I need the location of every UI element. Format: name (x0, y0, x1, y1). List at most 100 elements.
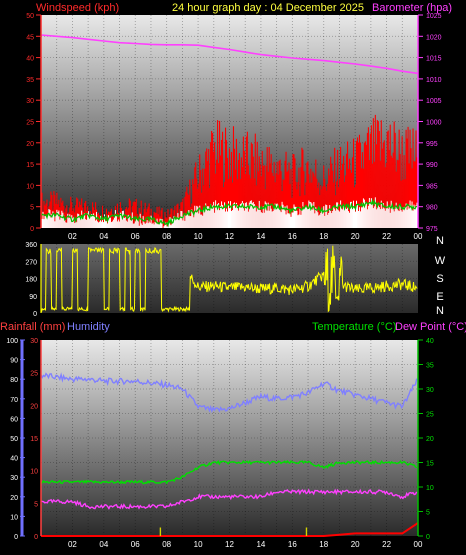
windspeed-tick-label: 15 (26, 162, 34, 169)
barometer-tick-label: 1000 (426, 120, 442, 127)
humidity-tick-label: 70 (10, 397, 18, 404)
humidity-tick-label: 0 (14, 534, 18, 541)
rainfall-tick-label: 20 (30, 403, 38, 410)
barometer-tick-label: 990 (426, 162, 438, 169)
x-tick-label: 14 (256, 232, 265, 241)
x-tick-label: 18 (319, 232, 328, 241)
barometer-tick-label: 1025 (426, 13, 442, 20)
barometer-tick-label: 1015 (426, 56, 442, 63)
windspeed-tick-label: 0 (30, 226, 34, 233)
compass-label: N (436, 235, 444, 247)
rainfall-line (41, 522, 419, 537)
temperature-tick-label: 40 (426, 338, 434, 345)
x-tick-label: 02 (68, 540, 77, 549)
temperature-tick-label: 20 (426, 436, 434, 443)
direction-tick-label: 270 (25, 259, 37, 266)
temperature-axis-title: Temperature (°C) (312, 321, 396, 333)
x-tick-label: 16 (288, 232, 297, 241)
x-tick-label: 10 (194, 232, 203, 241)
rainfall-tick-label: 30 (30, 338, 38, 345)
windspeed-average-line (40, 198, 418, 228)
dewpoint-line (40, 488, 418, 510)
barometer-tick-label: 975 (426, 226, 438, 233)
x-tick-label: 12 (225, 232, 234, 241)
humidity-line (40, 372, 418, 414)
windspeed-tick-label: 20 (26, 141, 34, 148)
x-tick-label: 00 (414, 540, 423, 549)
x-tick-label: 20 (351, 232, 360, 241)
humidity-tick-label: 40 (10, 456, 18, 463)
windspeed-tick-label: 5 (30, 205, 34, 212)
windspeed-tick-label: 10 (26, 183, 34, 190)
temperature-tick-label: 15 (426, 461, 434, 468)
humidity-tick-label: 10 (10, 514, 18, 521)
x-tick-label: 00 (414, 232, 423, 241)
rainfall-tick-label: 15 (30, 436, 38, 443)
humidity-tick-label: 20 (10, 495, 18, 502)
temperature-tick-label: 25 (426, 412, 434, 419)
barometer-tick-label: 1005 (426, 98, 442, 105)
x-tick-label: 02 (68, 232, 77, 241)
direction-tick-label: 180 (25, 277, 37, 284)
barometer-line (40, 34, 419, 75)
humidity-tick-label: 60 (10, 416, 18, 423)
compass-label: W (435, 255, 446, 267)
x-tick-label: 08 (162, 540, 171, 549)
barometer-tick-label: 995 (426, 141, 438, 148)
x-tick-label: 16 (288, 540, 297, 549)
humidity-tick-label: 80 (10, 377, 18, 384)
compass-label: N (436, 305, 444, 317)
windspeed-tick-label: 50 (26, 13, 34, 20)
x-tick-label: 06 (131, 540, 140, 549)
temperature-tick-label: 30 (426, 387, 434, 394)
windspeed-tick-label: 25 (26, 120, 34, 127)
rainfall-tick-label: 25 (30, 371, 38, 378)
barometer-tick-label: 985 (426, 183, 438, 190)
rainfall-axis-title: Rainfall (mm) (0, 321, 65, 333)
temperature-tick-label: 5 (426, 510, 430, 517)
x-tick-label: 22 (382, 232, 391, 241)
barometer-axis-title: Barometer (hpa) (372, 2, 452, 14)
x-tick-label: 10 (194, 540, 203, 549)
x-tick-label: 06 (131, 232, 140, 241)
x-tick-label: 04 (99, 232, 108, 241)
humidity-tick-label: 30 (10, 475, 18, 482)
humidity-axis-title: Humidity (67, 321, 110, 333)
barometer-tick-label: 980 (426, 205, 438, 212)
temperature-tick-label: 35 (426, 363, 434, 370)
x-tick-label: 18 (319, 540, 328, 549)
humidity-tick-label: 50 (10, 436, 18, 443)
windspeed-tick-label: 30 (26, 98, 34, 105)
temperature-tick-label: 10 (426, 485, 434, 492)
x-tick-label: 04 (99, 540, 108, 549)
direction-tick-label: 360 (25, 242, 37, 249)
windspeed-axis-title: Windspeed (kph) (36, 2, 119, 14)
x-tick-label: 14 (256, 540, 265, 549)
dewpoint-axis-title: Dew Point (°C) (395, 321, 466, 333)
temperature-tick-label: 0 (426, 534, 430, 541)
rainfall-tick-label: 10 (30, 469, 38, 476)
wind-direction-line (40, 245, 418, 313)
temperature-line (40, 459, 418, 485)
compass-label: E (436, 291, 443, 303)
compass-label: S (436, 273, 443, 285)
barometer-tick-label: 1010 (426, 77, 442, 84)
direction-panel-background (41, 244, 418, 313)
direction-tick-label: 90 (29, 294, 37, 301)
x-tick-label: 22 (382, 540, 391, 549)
windspeed-tick-label: 35 (26, 77, 34, 84)
climate-panel-background (41, 340, 418, 536)
windspeed-tick-label: 45 (26, 34, 34, 41)
humidity-tick-label: 100 (6, 338, 18, 345)
direction-tick-label: 0 (33, 311, 37, 318)
rainfall-tick-label: 5 (34, 501, 38, 508)
x-tick-label: 08 (162, 232, 171, 241)
chart-title: 24 hour graph day : 04 December 2025 (172, 2, 364, 14)
humidity-tick-label: 90 (10, 358, 18, 365)
rainfall-tick-label: 0 (34, 534, 38, 541)
barometer-tick-label: 1020 (426, 34, 442, 41)
x-tick-label: 12 (225, 540, 234, 549)
x-tick-label: 20 (351, 540, 360, 549)
windspeed-tick-label: 40 (26, 56, 34, 63)
